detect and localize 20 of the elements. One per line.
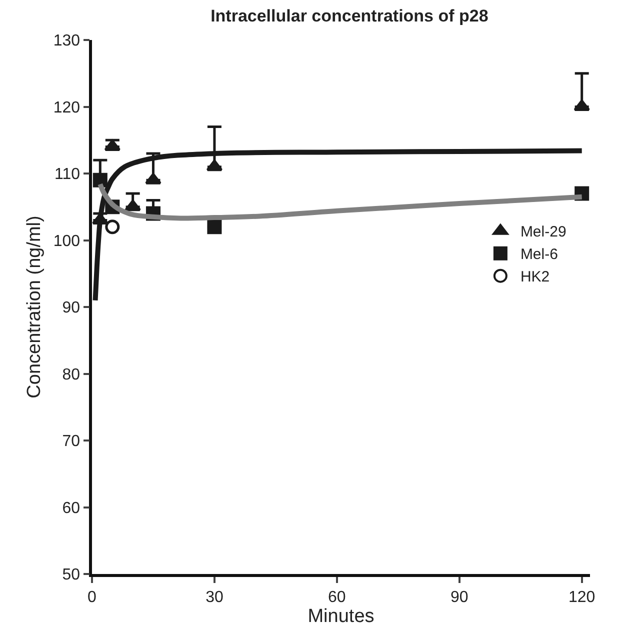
x-tick-label: 120 — [568, 588, 596, 606]
y-tick-label: 60 — [62, 500, 80, 517]
y-tick-label: 130 — [53, 32, 80, 50]
x-tick-label: 0 — [88, 588, 97, 606]
x-tick-label: 90 — [450, 588, 468, 606]
legend-label: Mel-6 — [520, 246, 558, 264]
legend-label: Mel-29 — [520, 224, 566, 241]
y-axis-title: Concentration (ng/ml) — [24, 216, 46, 398]
x-tick-label: 60 — [328, 588, 346, 606]
y-tick-label: 110 — [54, 166, 80, 184]
y-tick-label: 80 — [62, 366, 80, 384]
y-tick-label: 120 — [53, 99, 80, 116]
chart-title: Intracellular concentrations of p28 — [210, 6, 488, 26]
y-tick-label: 70 — [62, 433, 80, 450]
y-tick-label: 50 — [62, 566, 80, 584]
y-tick-label: 100 — [53, 232, 80, 250]
x-tick-label: 30 — [206, 588, 224, 606]
y-tick-label: 90 — [62, 300, 80, 317]
legend-label: HK2 — [520, 268, 550, 286]
x-axis-title: Minutes — [308, 606, 374, 627]
